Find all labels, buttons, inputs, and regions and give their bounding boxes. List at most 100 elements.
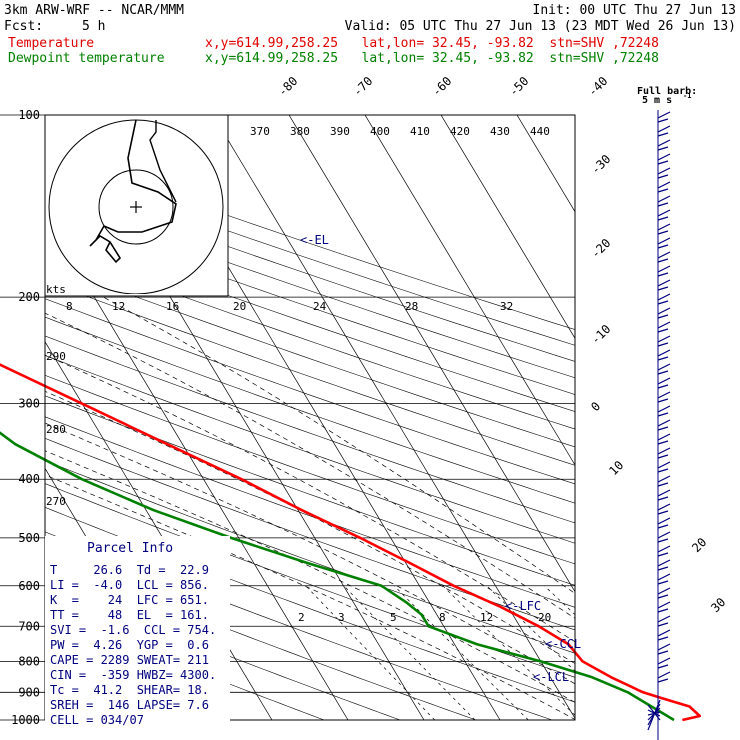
wind-barb-flag	[657, 671, 671, 679]
theta-e-label: 380	[290, 125, 310, 138]
wind-barb-flag	[657, 503, 671, 511]
wind-barb-flag	[657, 328, 669, 333]
isotherm-label: 30	[708, 595, 728, 615]
wind-barb	[657, 419, 671, 431]
wind-barb-surface	[647, 699, 661, 731]
isotherm-label: -20	[588, 236, 613, 261]
theta-e-label: 430	[490, 125, 510, 138]
wind-barb-flag	[657, 622, 669, 627]
isotherm-label: -80	[275, 74, 300, 99]
dry-adiabat	[45, 335, 575, 524]
wind-barb-flag	[657, 188, 669, 193]
dry-adiabat	[45, 460, 575, 654]
wind-barb-flag	[657, 307, 671, 315]
theta-label: 270	[46, 495, 66, 508]
wind-barb-flag	[657, 468, 669, 473]
theta-e-label: 400	[370, 125, 390, 138]
wind-barb-flag	[657, 524, 669, 529]
mixing-ratio-line	[305, 585, 436, 720]
wind-barb	[657, 293, 671, 305]
isotherm-label: -60	[429, 74, 454, 99]
wind-barb-flag	[657, 475, 671, 483]
wind-barb-flag	[657, 545, 671, 553]
isotherm-line	[516, 115, 575, 213]
wind-barb-flag	[657, 370, 669, 375]
hodograph-speed-tick: 32	[500, 300, 513, 313]
wind-barb-flag	[657, 412, 669, 417]
wind-barb	[657, 517, 671, 529]
wind-barb-flag	[657, 517, 671, 525]
wind-barb	[657, 545, 671, 557]
mixing-ratio-line	[343, 585, 476, 720]
wind-barb	[657, 111, 671, 123]
temperature-profile	[0, 363, 702, 722]
wind-barb-flag	[657, 384, 669, 389]
wind-barb-flag	[657, 391, 671, 399]
wind-barb	[657, 251, 671, 263]
wind-barb	[657, 657, 671, 669]
wind-barb	[657, 531, 671, 543]
isotherm-line	[364, 115, 575, 466]
wind-barb-flag	[657, 594, 669, 599]
pressure-tick-label: 600	[18, 579, 40, 593]
dry-adiabat	[45, 280, 575, 466]
wind-barb-flag	[657, 202, 669, 207]
wind-barb	[657, 447, 671, 459]
dry-adiabat	[45, 262, 575, 448]
dewpoint-profile	[0, 431, 675, 722]
parcel-info-row: LI = -4.0 LCL = 856.	[50, 578, 209, 592]
wind-barb-flag	[657, 608, 669, 613]
barb-key-line1: Full barb:	[637, 86, 697, 97]
forecast-label: Fcst:	[4, 19, 44, 34]
wind-barb-flag	[657, 349, 671, 357]
hodograph-trace-upper	[149, 120, 177, 203]
wind-barb-flag	[657, 489, 671, 497]
dry-adiabat	[45, 395, 575, 586]
dry-adiabat	[45, 355, 575, 544]
parcel-info-row: K = 24 LFC = 651.	[50, 593, 209, 607]
wind-barb-flag	[657, 209, 671, 217]
wind-barb	[657, 209, 671, 221]
wind-barb-flag	[657, 118, 669, 123]
wind-barb	[657, 559, 671, 571]
wind-barb-flag	[657, 132, 669, 137]
dry-adiabat	[45, 374, 575, 565]
pressure-tick-label: 800	[18, 654, 40, 668]
wind-barb-flag	[657, 265, 671, 273]
wind-barb	[657, 195, 671, 207]
wind-barb	[657, 405, 671, 417]
wind-barb-flag	[657, 643, 671, 651]
wind-barb	[657, 391, 671, 403]
mixing-ratio-label: 3	[338, 611, 345, 624]
pressure-tick-label: 900	[18, 685, 40, 699]
wind-barb-flag	[657, 111, 671, 119]
wind-barb-flag	[657, 230, 669, 235]
mixing-ratio-label: 20	[538, 611, 551, 624]
wind-barb-flag	[657, 363, 671, 371]
wind-barb-flag	[657, 566, 669, 571]
theta-label: 280	[46, 423, 66, 436]
parcel-info-background	[45, 536, 230, 723]
hodograph-ring-inner	[98, 169, 174, 245]
wind-barb-flag	[657, 496, 669, 501]
parcel-info-row: CELL = 034/07	[50, 713, 144, 727]
dry-adiabat	[45, 298, 575, 485]
wind-barb-flag	[657, 580, 669, 585]
wind-barb-flag	[657, 426, 669, 431]
wind-barbs	[647, 110, 671, 740]
wind-barb-flag	[657, 433, 671, 441]
wind-barb-flag	[657, 664, 669, 669]
lfc-marker: <-LFC	[505, 599, 541, 613]
wind-barb-flag	[657, 356, 669, 361]
lcl-marker: <-LCL	[533, 670, 569, 684]
wind-barb-flag	[657, 160, 669, 165]
wind-barb	[657, 321, 671, 333]
wind-barb	[657, 237, 671, 249]
isotherm-label: 0	[588, 399, 603, 414]
dry-adiabat	[45, 228, 575, 412]
mixing-ratio-label: 2	[298, 611, 305, 624]
wind-barb-flag	[657, 447, 671, 455]
wind-barb-flag	[657, 419, 671, 427]
wind-barb	[657, 181, 671, 193]
